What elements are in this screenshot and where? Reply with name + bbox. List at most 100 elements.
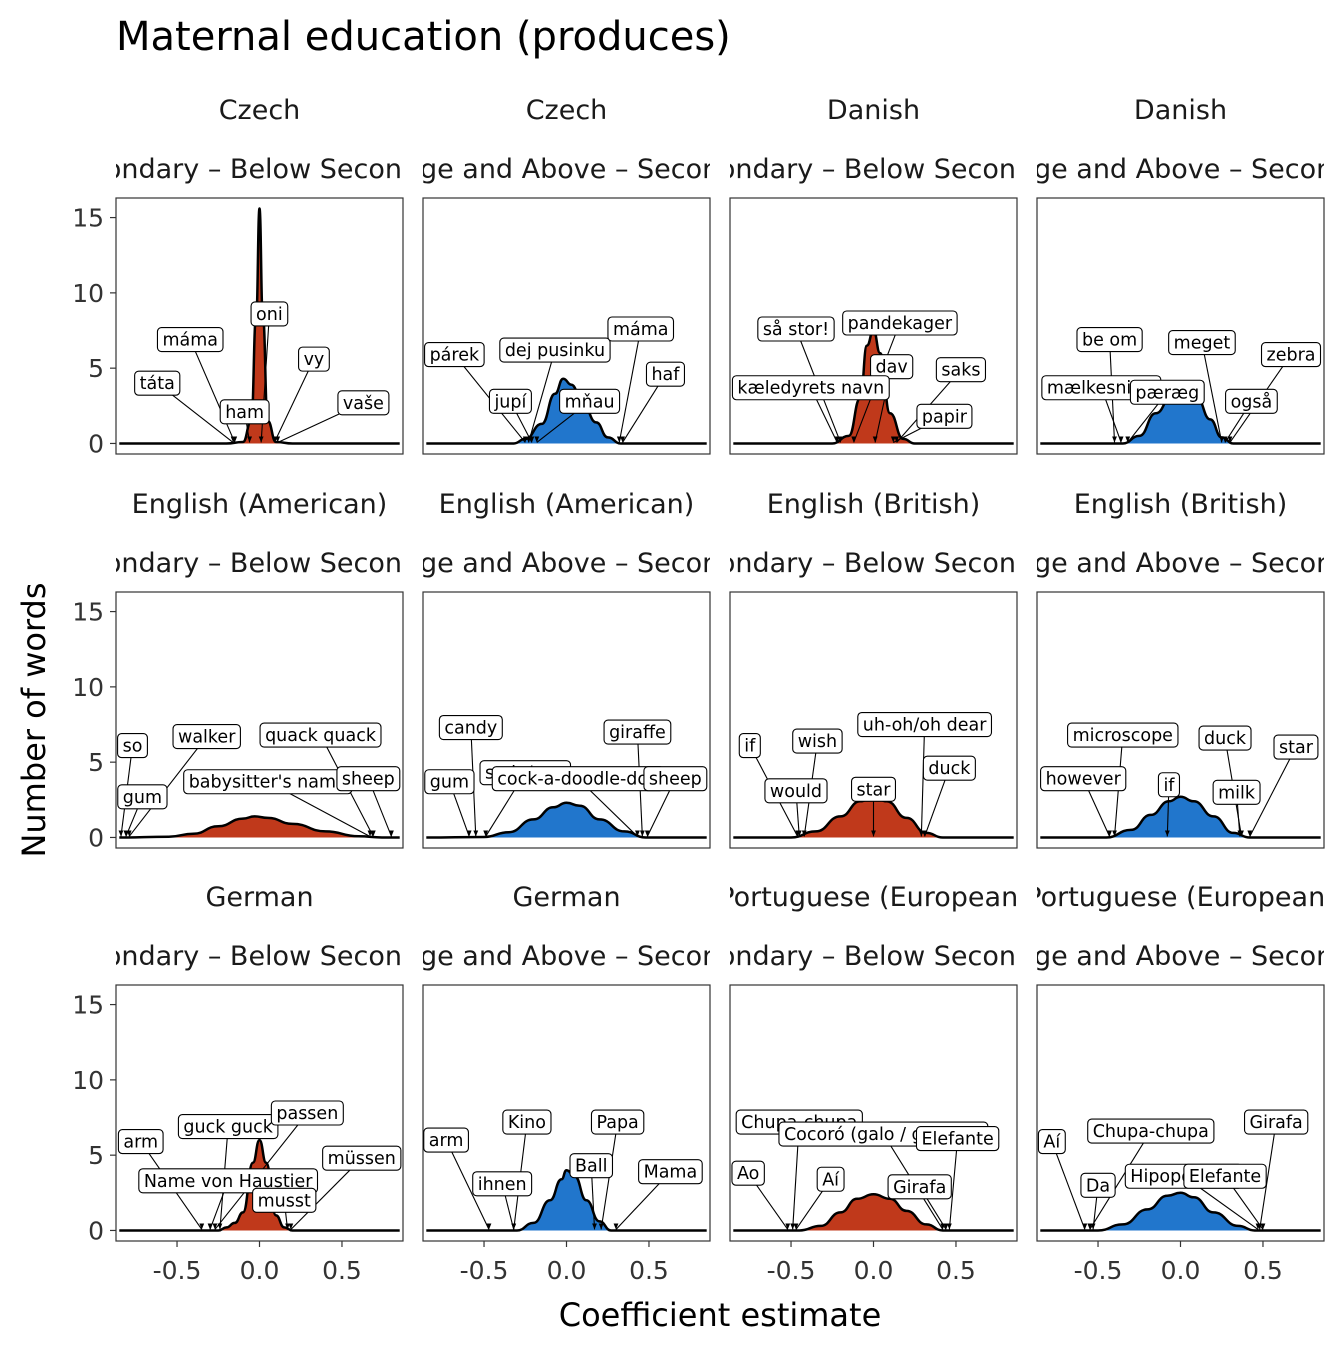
facet-strip: Danish Secondary – Below Secondary (730, 95, 1017, 185)
annotation-box (1067, 722, 1179, 748)
arrow-head (613, 1223, 619, 1230)
word-label: arm (429, 1131, 464, 1151)
annotation-box (643, 766, 708, 792)
x-tick-label: -0.5 (153, 1256, 202, 1285)
panel-border (115, 591, 404, 849)
arrow-head (1082, 1223, 1088, 1230)
word-label: would (770, 782, 822, 802)
word-annotation: párek (424, 342, 528, 443)
word-label: Da (1086, 1176, 1110, 1196)
word-label: Chupa-chupa (1093, 1122, 1209, 1142)
annotation-box (869, 354, 914, 380)
annotation-box (638, 1159, 703, 1185)
annotation-arrow (128, 736, 208, 837)
word-annotation: walker (126, 724, 241, 837)
word-label: mælkesnitte (1047, 379, 1156, 399)
annotation-box (887, 1174, 952, 1200)
word-annotation: arm (423, 1127, 492, 1230)
annotation-box (915, 1126, 1000, 1152)
word-annotation: duck (1198, 725, 1252, 837)
annotation-arrow (948, 1138, 959, 1230)
word-annotation: vaše (275, 390, 390, 443)
arrow-head (285, 1223, 290, 1230)
annotation-box (603, 719, 672, 745)
density-line (426, 377, 707, 445)
annotation-box (252, 1187, 317, 1213)
arrow-head (616, 436, 622, 443)
x-axis: -0.5 0.0 0.5 (460, 1241, 669, 1285)
annotation-box (499, 337, 611, 363)
word-annotation: mňau (534, 388, 621, 443)
facet-contrast-label: Secondary – Below Secondary (56, 941, 462, 972)
arrow-head (288, 1223, 294, 1230)
arrow-head (834, 436, 840, 443)
word-annotation: quack quack (259, 722, 382, 837)
annotation-box (1212, 779, 1261, 805)
facet-strip: English (British) Secondary – Below Secon… (730, 489, 1017, 579)
density-line (1040, 1191, 1321, 1232)
word-label: Aí (822, 1170, 840, 1190)
panel-3: Danish Secondary – Below Secondary så stor… (729, 95, 1018, 455)
arrow-head (1107, 830, 1112, 837)
arrow-head (890, 436, 896, 443)
panel-9: German Secondary – Below Secondary arm guck… (56, 882, 462, 1285)
word-annotation: star (850, 776, 897, 837)
word-label: pæræg (1135, 383, 1199, 403)
word-label: táta (140, 374, 175, 394)
annotation-arrow (1051, 1141, 1086, 1230)
panel-11: Portuguese (European) Secondary – Below S… (729, 882, 1018, 1285)
word-annotation: Girafa (887, 1174, 952, 1230)
arrow-head (1227, 436, 1233, 443)
word-label: máma (613, 320, 669, 340)
word-annotation: passen (212, 1100, 344, 1230)
arrow-head (367, 830, 373, 837)
y-tick-label: 10 (72, 279, 104, 308)
x-axis: -0.5 0.0 0.5 (767, 1241, 976, 1285)
word-annotation: Elefante (1183, 1163, 1267, 1230)
arrow-head (207, 1223, 213, 1230)
annotation-box (731, 1160, 765, 1186)
arrow-head (1237, 830, 1243, 837)
arrow-head (483, 830, 489, 837)
arrow-head (1112, 436, 1117, 443)
arrow-head (466, 830, 472, 837)
facet-contrast-label: College and Above – Secondary (967, 548, 1344, 579)
word-label: Ball (575, 1157, 607, 1177)
annotation-box (1243, 1109, 1309, 1135)
word-label: guck guck (183, 1118, 273, 1138)
word-annotation: sheep (643, 766, 708, 837)
word-annotation: gum (424, 769, 475, 837)
density-line (119, 815, 400, 839)
annotation-box (336, 766, 401, 792)
facet-language-label: German (512, 882, 620, 913)
word-annotation: microscope (1067, 722, 1179, 837)
annotation-arrow (1089, 1130, 1152, 1230)
x-tick-label: 0.0 (854, 1256, 894, 1285)
word-label: oni (256, 305, 283, 325)
word-label: så stor! (763, 319, 829, 340)
annotation-arrow (273, 358, 315, 443)
annotation-box (792, 728, 843, 754)
panel-4: Danish College and Above – Secondary be om… (1036, 95, 1325, 455)
arrow-head (258, 436, 264, 443)
arrow-head (639, 830, 645, 837)
y-axis: 0 5 10 15 (72, 204, 116, 458)
word-annotation: be om (1076, 327, 1143, 443)
facet-language-label: Danish (827, 95, 920, 126)
arrow-head (644, 830, 650, 837)
facet-contrast-label: College and Above – Secondary (353, 154, 780, 185)
density-line (733, 1193, 1014, 1232)
annotation-arrow (445, 1139, 490, 1230)
annotation-arrow (920, 724, 926, 837)
annotation-box (1087, 1118, 1215, 1144)
word-label: Mama (644, 1163, 698, 1183)
arrow-head (230, 436, 236, 443)
arrow-head (473, 830, 479, 837)
annotation-box (1080, 1172, 1116, 1198)
x-tick-label: 0.5 (936, 1256, 976, 1285)
annotation-box (1260, 342, 1322, 368)
arrow-head (946, 1223, 952, 1230)
arrow-head (620, 436, 625, 443)
word-label: Name von Haustier (144, 1172, 313, 1192)
arrow-head (793, 1223, 799, 1230)
